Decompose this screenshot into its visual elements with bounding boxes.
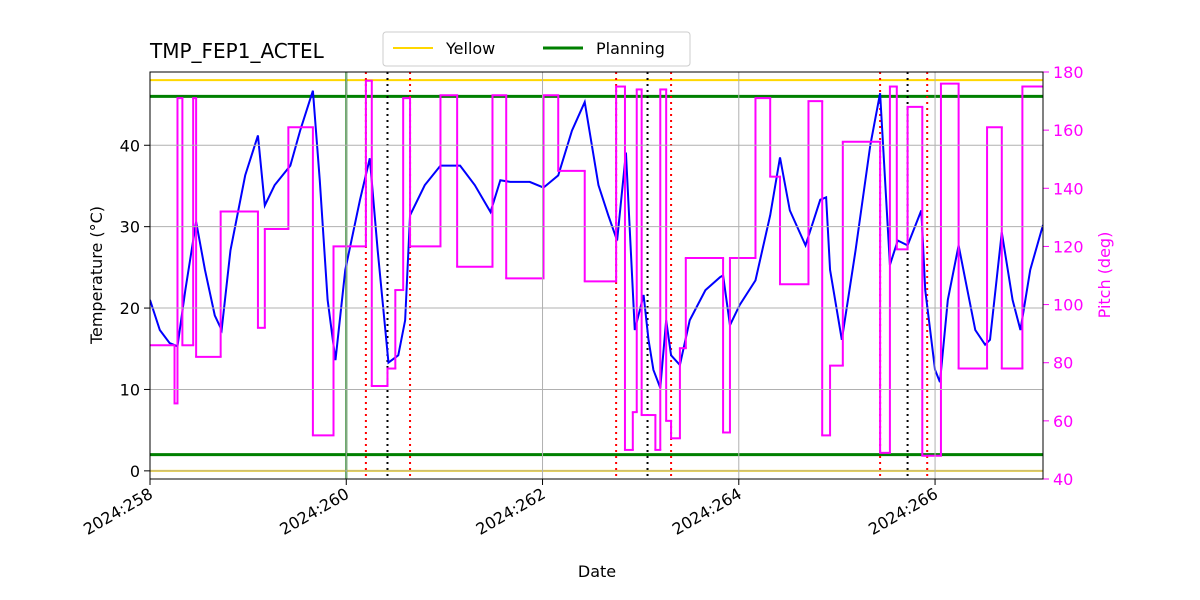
x-tick-label: 2024:266 <box>865 484 941 539</box>
y-tick-label: 20 <box>120 299 140 318</box>
y2-tick-label: 80 <box>1053 354 1073 373</box>
y-tick-label: 10 <box>120 380 140 399</box>
y-tick-label: 0 <box>130 462 140 481</box>
x-tick-label: 2024:260 <box>276 484 352 539</box>
y2-axis-label: Pitch (deg) <box>1095 232 1114 319</box>
legend-box <box>382 31 691 67</box>
legend-label: Planning <box>596 39 665 58</box>
plot-frame <box>149 71 1044 480</box>
y-tick-label: 40 <box>120 136 140 155</box>
plot-area <box>150 72 1043 479</box>
chart-title: TMP_FEP1_ACTEL <box>149 39 325 63</box>
y2-tick-label: 160 <box>1053 121 1084 140</box>
y2-tick-label: 180 <box>1053 63 1084 82</box>
x-tick-label: 2024:258 <box>80 484 156 539</box>
x-tick-label: 2024:262 <box>473 484 549 539</box>
x-tick-label: 2024:264 <box>669 484 745 539</box>
y2-tick-label: 140 <box>1053 179 1084 198</box>
y2-tick-label: 60 <box>1053 412 1073 431</box>
y2-tick-label: 40 <box>1053 470 1073 489</box>
legend: Yellow Planning <box>382 31 691 67</box>
x-axis-label: Date <box>578 562 616 581</box>
y2-tick-label: 120 <box>1053 237 1084 256</box>
y-axis-label: Temperature (°C) <box>87 206 106 345</box>
temperature-line <box>150 90 1043 389</box>
y2-tick-label: 100 <box>1053 296 1084 315</box>
y-tick-label: 30 <box>120 218 140 237</box>
legend-label: Yellow <box>445 39 495 58</box>
